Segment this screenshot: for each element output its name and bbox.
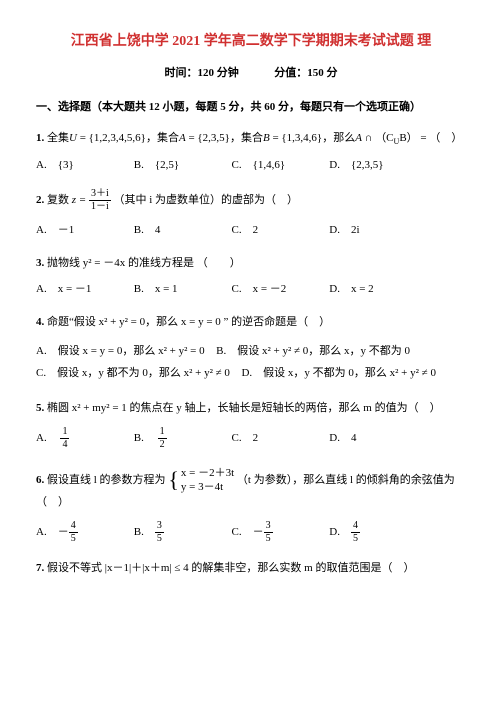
q3-text: 抛物线 y² = －4x 的准线方程是 （ ）: [47, 257, 241, 269]
q5-choice-a: A. 14: [36, 427, 131, 450]
q4-choice-b: B. 假设 x² + y² ≠ 0，那么 x，y 不都为 0: [216, 345, 410, 357]
q1-choice-b: B. {2,5}: [134, 157, 229, 174]
q2-choice-b: B. 4: [134, 222, 229, 239]
question-6: 6. 假设直线 l 的参数方程为 x = －2＋3t y = 3－4t （t 为…: [36, 466, 466, 544]
q7-text: 假设不等式 |x－1|＋|x＋m| ≤ 4 的解集非空，那么实数 m 的取值范围…: [47, 562, 414, 574]
q2-choice-c: C. 2: [232, 222, 327, 239]
q7-num: 7.: [36, 562, 44, 574]
question-4: 4. 命题“假设 x² + y² = 0，那么 x = y = 0 ” 的逆否命…: [36, 314, 466, 385]
question-2: 2. 复数 z = 3＋i 1－i （其中 i 为虚数单位）的虚部为（ ） A.…: [36, 189, 466, 239]
q4-choices: A. 假设 x = y = 0，那么 x² + y² = 0 B. 假设 x² …: [36, 340, 466, 384]
q6-choice-c: C. －35: [232, 521, 327, 544]
section-heading: 一、选择题（本大题共 12 小题，每题 5 分，共 60 分，每题只有一个选项正…: [36, 98, 466, 114]
question-5: 5. 椭圆 x² + my² = 1 的焦点在 y 轴上，长轴长是短轴长的两倍，…: [36, 400, 466, 450]
q4-choice-d: D. 假设 x，y 不都为 0，那么 x² + y² ≠ 0: [241, 367, 436, 379]
q6-choice-a: A. －45: [36, 521, 131, 544]
q1-choice-c: C. {1,4,6}: [232, 157, 327, 174]
q2-pre: 复数: [47, 194, 69, 206]
q4-text: 命题“假设 x² + y² = 0，那么 x = y = 0 ” 的逆否命题是（…: [47, 316, 330, 328]
q5-num: 5.: [36, 402, 44, 414]
q3-choice-b: B. x = 1: [134, 281, 229, 298]
q2-frac: 3＋i 1－i: [89, 189, 111, 212]
q1-num: 1.: [36, 132, 44, 144]
subtitle: 时间：120 分钟 分值：150 分: [36, 64, 466, 80]
q6-pre: 假设直线 l 的参数方程为: [47, 473, 166, 485]
q3-choice-a: A. x = －1: [36, 281, 131, 298]
q3-choice-d: D. x = 2: [329, 281, 424, 298]
q3-choices: A. x = －1 B. x = 1 C. x = －2 D. x = 2: [36, 281, 466, 298]
q5-choice-d: D. 4: [329, 430, 424, 447]
q5-choices: A. 14 B. 12 C. 2 D. 4: [36, 427, 466, 450]
q1-choice-d: D. {2,3,5}: [329, 157, 424, 174]
score-label: 分值：150 分: [274, 67, 337, 79]
q5-choice-c: C. 2: [232, 430, 327, 447]
q1-choice-a: A. {3}: [36, 157, 131, 174]
q3-num: 3.: [36, 257, 44, 269]
q2-choice-a: A. －1: [36, 222, 131, 239]
q2-post: （其中 i 为虚数单位）的虚部为（ ）: [114, 194, 299, 206]
q6-system: x = －2＋3t y = 3－4t: [168, 466, 234, 495]
q1-choices: A. {3} B. {2,5} C. {1,4,6} D. {2,3,5}: [36, 157, 466, 174]
q4-choice-a: A. 假设 x = y = 0，那么 x² + y² = 0: [36, 345, 205, 357]
question-3: 3. 抛物线 y² = －4x 的准线方程是 （ ） A. x = －1 B. …: [36, 255, 466, 298]
q4-num: 4.: [36, 316, 44, 328]
question-1: 1. 全集U = {1,2,3,4,5,6}，集合A = {2,3,5}，集合B…: [36, 130, 466, 173]
q6-choice-d: D. 45: [329, 521, 424, 544]
q2-z: z =: [72, 194, 86, 206]
q2-choices: A. －1 B. 4 C. 2 D. 2i: [36, 222, 466, 239]
question-7: 7. 假设不等式 |x－1|＋|x＋m| ≤ 4 的解集非空，那么实数 m 的取…: [36, 560, 466, 577]
q6-choices: A. －45 B. 35 C. －35 D. 45: [36, 521, 466, 544]
q6-num: 6.: [36, 473, 44, 485]
q6-choice-b: B. 35: [134, 521, 229, 544]
q3-choice-c: C. x = －2: [232, 281, 327, 298]
q5-choice-b: B. 12: [134, 427, 229, 450]
q2-choice-d: D. 2i: [329, 222, 424, 239]
q5-text: 椭圆 x² + my² = 1 的焦点在 y 轴上，长轴长是短轴长的两倍，那么 …: [47, 402, 441, 414]
q4-choice-c: C. 假设 x，y 都不为 0，那么 x² + y² ≠ 0: [36, 367, 230, 379]
q2-num: 2.: [36, 194, 44, 206]
q1-text: 全集U = {1,2,3,4,5,6}，集合A = {2,3,5}，集合B = …: [47, 132, 462, 144]
time-label: 时间：120 分钟: [165, 67, 239, 79]
page-title: 江西省上饶中学 2021 学年高二数学下学期期末考试试题 理: [36, 30, 466, 50]
